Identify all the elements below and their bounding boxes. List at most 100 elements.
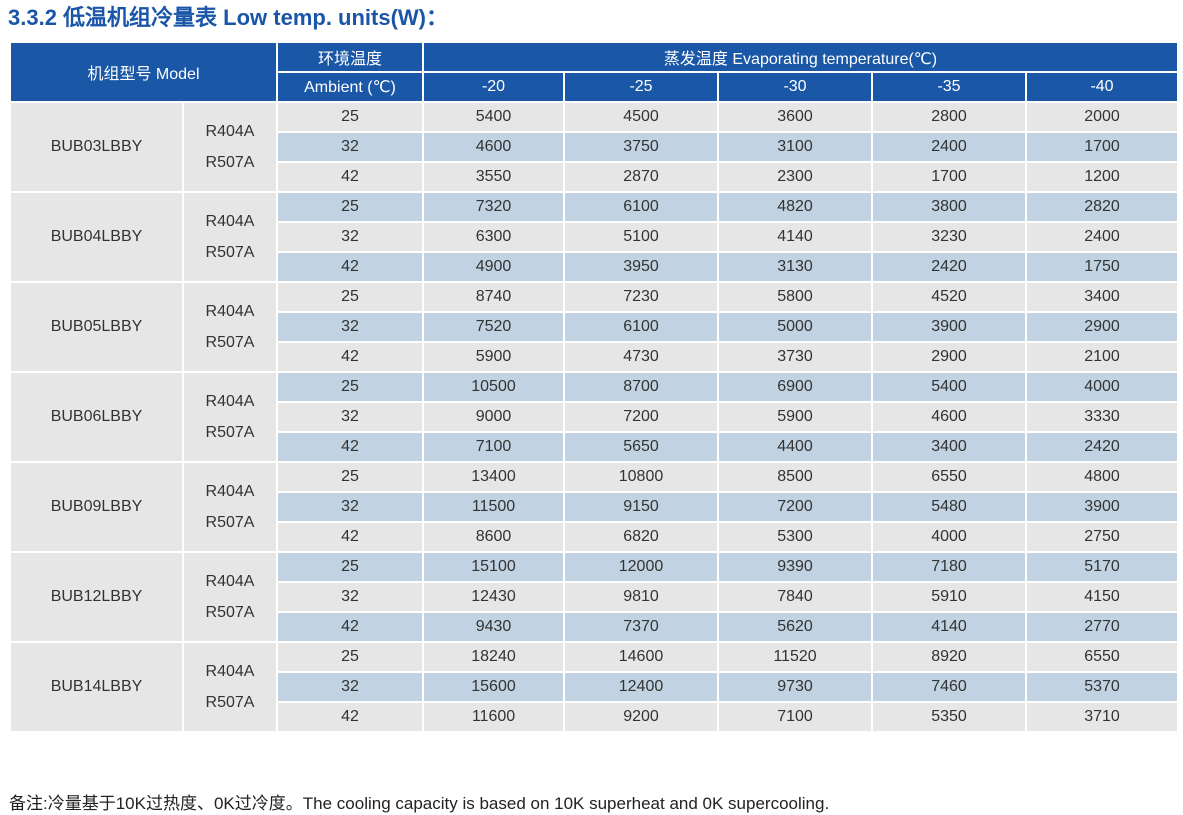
table-row: 32 4600 3750 3100 2400 1700 — [10, 131, 1180, 163]
table-row: 32 6300 5100 4140 3230 2400 — [10, 221, 1180, 253]
capacity-value-cell: 1700 — [1024, 131, 1180, 163]
capacity-value-cell: 3400 — [1024, 281, 1180, 313]
capacity-value-cell: 4140 — [717, 221, 873, 253]
capacity-value-cell: 2900 — [1024, 311, 1180, 343]
capacity-value-cell: 2400 — [1024, 221, 1180, 253]
ambient-header-cn: 环境温度 — [276, 41, 424, 73]
capacity-table: 机组型号 Model 环境温度 蒸发温度 Evaporating tempera… — [9, 41, 1180, 733]
refrigerant-cell: R404A R507A — [182, 461, 278, 553]
table-row: BUB04LBBY R404A R507A 25 7320 6100 4820 3800 282… — [9, 191, 1180, 283]
ambient-temp-cell: 42 — [276, 161, 424, 193]
capacity-value-cell: 6900 — [717, 371, 873, 403]
table-row: 42 9430 7370 5620 4140 2770 — [10, 611, 1180, 643]
capacity-value-cell: 5400 — [422, 101, 565, 133]
evap-temp-col-header: -40 — [1024, 71, 1180, 103]
table-row: BUB06LBBY R404A R507A 25 10500 8700 6900 5400 40… — [9, 371, 1180, 463]
capacity-value-cell: 7100 — [422, 431, 565, 463]
capacity-value-cell: 2870 — [563, 161, 719, 193]
table-row: 42 5900 4730 3730 2900 2100 — [10, 341, 1180, 373]
capacity-value-cell: 9150 — [563, 491, 719, 523]
capacity-value-cell: 3800 — [871, 191, 1027, 223]
capacity-value-cell: 6820 — [563, 521, 719, 553]
capacity-value-cell: 12000 — [563, 551, 719, 583]
ambient-temp-cell: 25 — [276, 101, 424, 133]
capacity-value-cell: 4000 — [871, 521, 1027, 553]
ambient-temp-cell: 42 — [276, 341, 424, 373]
capacity-value-cell: 4600 — [871, 401, 1027, 433]
capacity-value-cell: 7200 — [717, 491, 873, 523]
capacity-value-cell: 7840 — [717, 581, 873, 613]
refrigerant-label: R404A — [205, 573, 255, 590]
capacity-value-cell: 5910 — [871, 581, 1027, 613]
capacity-value-cell: 8600 — [422, 521, 565, 553]
capacity-value-cell: 4730 — [563, 341, 719, 373]
capacity-value-cell: 7100 — [717, 701, 873, 733]
refrigerant-label: R507A — [205, 244, 255, 261]
capacity-value-cell: 9430 — [422, 611, 565, 643]
table-row: 32 7520 6100 5000 3900 2900 — [10, 311, 1180, 343]
capacity-value-cell: 2900 — [871, 341, 1027, 373]
table-row: BUB03LBBY R404A R507A 25 5400 4500 3600 2800 200… — [9, 101, 1180, 193]
table-row: 32 9000 7200 5900 4600 3330 — [10, 401, 1180, 433]
capacity-value-cell: 2100 — [1024, 341, 1180, 373]
capacity-value-cell: 5620 — [717, 611, 873, 643]
capacity-value-cell: 2420 — [871, 251, 1027, 283]
capacity-value-cell: 9390 — [717, 551, 873, 583]
capacity-value-cell: 11600 — [422, 701, 565, 733]
capacity-value-cell: 15100 — [422, 551, 565, 583]
capacity-value-cell: 4600 — [422, 131, 565, 163]
table-row: BUB12LBBY R404A R507A 25 15100 12000 9390 7180 5… — [9, 551, 1180, 643]
capacity-value-cell: 4150 — [1024, 581, 1180, 613]
capacity-value-cell: 4520 — [871, 281, 1027, 313]
footnote: 备注:冷量基于10K过热度、0K过冷度。The cooling capacity… — [9, 794, 830, 813]
capacity-value-cell: 12430 — [422, 581, 565, 613]
evap-temp-header: 蒸发温度 Evaporating temperature(℃) — [421, 41, 1180, 73]
capacity-value-cell: 6100 — [563, 191, 719, 223]
ambient-temp-cell: 42 — [276, 431, 424, 463]
capacity-value-cell: 3730 — [717, 341, 873, 373]
evap-temp-col-header: -30 — [717, 71, 873, 103]
capacity-table-container: 机组型号 Model 环境温度 蒸发温度 Evaporating tempera… — [9, 41, 1180, 733]
table-row: 42 4900 3950 3130 2420 1750 — [10, 251, 1180, 283]
capacity-value-cell: 11500 — [422, 491, 565, 523]
table-row: 42 11600 9200 7100 5350 3710 — [10, 701, 1180, 733]
capacity-value-cell: 7320 — [422, 191, 565, 223]
capacity-value-cell: 4140 — [871, 611, 1027, 643]
capacity-value-cell: 5650 — [563, 431, 719, 463]
capacity-value-cell: 4500 — [563, 101, 719, 133]
capacity-value-cell: 8700 — [563, 371, 719, 403]
refrigerant-label: R404A — [205, 483, 255, 500]
capacity-value-cell: 3550 — [422, 161, 565, 193]
capacity-value-cell: 9000 — [422, 401, 565, 433]
refrigerant-label: R404A — [205, 663, 255, 680]
refrigerant-cell: R404A R507A — [182, 371, 278, 463]
ambient-temp-cell: 25 — [276, 461, 424, 493]
evap-temp-col-header: -35 — [871, 71, 1027, 103]
model-name: BUB03LBBY — [9, 101, 184, 193]
refrigerant-cell: R404A R507A — [182, 101, 278, 193]
capacity-value-cell: 15600 — [422, 671, 565, 703]
capacity-value-cell: 10800 — [563, 461, 719, 493]
capacity-value-cell: 6550 — [1024, 641, 1180, 673]
refrigerant-label: R507A — [205, 694, 255, 711]
ambient-temp-cell: 42 — [276, 251, 424, 283]
ambient-temp-cell: 42 — [276, 521, 424, 553]
capacity-value-cell: 5300 — [717, 521, 873, 553]
capacity-value-cell: 9730 — [717, 671, 873, 703]
model-name: BUB04LBBY — [9, 191, 184, 283]
refrigerant-label: R507A — [205, 514, 255, 531]
capacity-value-cell: 2300 — [717, 161, 873, 193]
page-title: 3.3.2 低温机组冷量表 Low temp. units(W)： — [8, 5, 449, 30]
capacity-value-cell: 7520 — [422, 311, 565, 343]
capacity-value-cell: 4900 — [422, 251, 565, 283]
ambient-temp-cell: 32 — [276, 221, 424, 253]
table-row: 42 3550 2870 2300 1700 1200 — [10, 161, 1180, 193]
ambient-temp-cell: 32 — [276, 131, 424, 163]
model-header: 机组型号 Model — [9, 41, 278, 103]
capacity-value-cell: 11520 — [717, 641, 873, 673]
capacity-value-cell: 3600 — [717, 101, 873, 133]
capacity-value-cell: 2820 — [1024, 191, 1180, 223]
capacity-value-cell: 1750 — [1024, 251, 1180, 283]
capacity-value-cell: 5900 — [422, 341, 565, 373]
capacity-value-cell: 3330 — [1024, 401, 1180, 433]
